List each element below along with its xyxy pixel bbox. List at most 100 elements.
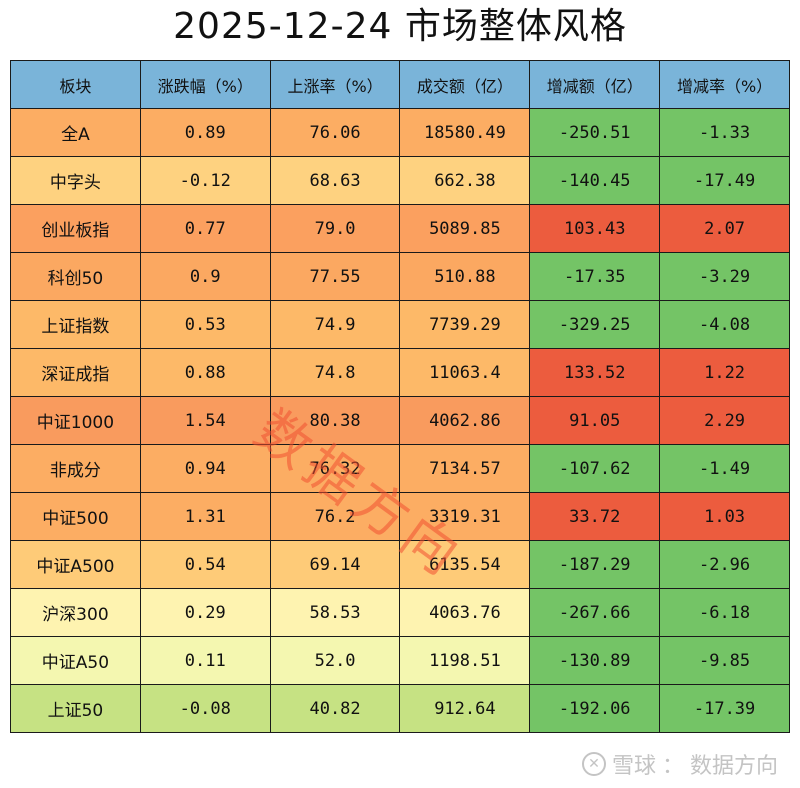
turnover-delta-cell: -130.89 — [529, 636, 661, 685]
sector-name-cell: 全A — [10, 108, 141, 157]
table-row: 深证成指 0.88 74.8 11063.4 133.52 1.22 — [10, 348, 790, 397]
turnover-cell: 662.38 — [399, 156, 531, 205]
sector-name-cell: 深证成指 — [10, 348, 141, 397]
table-header-row: 板块 涨跌幅（%） 上涨率（%） 成交额（亿） 增减额（亿） 增减率（%） — [10, 60, 790, 109]
turnover-delta-rate-cell: -17.39 — [659, 684, 790, 733]
column-header-sector: 板块 — [10, 60, 141, 109]
change-pct-cell: -0.12 — [139, 156, 271, 205]
column-header-rise-ratio: 上涨率（%） — [269, 60, 401, 109]
rise-ratio-cell: 68.63 — [269, 156, 401, 205]
turnover-cell: 912.64 — [399, 684, 531, 733]
turnover-cell: 1198.51 — [399, 636, 531, 685]
sector-name-cell: 沪深300 — [10, 588, 141, 637]
sector-name-cell: 非成分 — [10, 444, 141, 493]
rise-ratio-cell: 76.32 — [269, 444, 401, 493]
turnover-cell: 11063.4 — [399, 348, 531, 397]
turnover-cell: 3319.31 — [399, 492, 531, 541]
sector-name-cell: 中字头 — [10, 156, 141, 205]
turnover-delta-rate-cell: -4.08 — [659, 300, 790, 349]
turnover-delta-rate-cell: 1.03 — [659, 492, 790, 541]
column-header-change-pct: 涨跌幅（%） — [139, 60, 271, 109]
sector-name-cell: 上证指数 — [10, 300, 141, 349]
turnover-cell: 6135.54 — [399, 540, 531, 589]
sector-name-cell: 中证500 — [10, 492, 141, 541]
market-style-table: 板块 涨跌幅（%） 上涨率（%） 成交额（亿） 增减额（亿） 增减率（%） 全A… — [10, 60, 790, 733]
sector-name-cell: 中证1000 — [10, 396, 141, 445]
turnover-cell: 7134.57 — [399, 444, 531, 493]
footer-attribution: ✕ 雪球 ： 数据方向 — [581, 748, 778, 780]
change-pct-cell: 0.77 — [139, 204, 271, 253]
column-header-turnover: 成交额（亿） — [399, 60, 531, 109]
turnover-delta-cell: 133.52 — [529, 348, 661, 397]
change-pct-cell: 1.31 — [139, 492, 271, 541]
sector-name-cell: 上证50 — [10, 684, 141, 733]
table-row: 中证500 1.31 76.2 3319.31 33.72 1.03 — [10, 492, 790, 541]
turnover-delta-cell: 33.72 — [529, 492, 661, 541]
turnover-cell: 18580.49 — [399, 108, 531, 157]
rise-ratio-cell: 69.14 — [269, 540, 401, 589]
table-row: 沪深300 0.29 58.53 4063.76 -267.66 -6.18 — [10, 588, 790, 637]
change-pct-cell: 0.54 — [139, 540, 271, 589]
column-header-turnover-delta-rate: 增减率（%） — [659, 60, 790, 109]
table-row: 上证指数 0.53 74.9 7739.29 -329.25 -4.08 — [10, 300, 790, 349]
xueqiu-logo-icon: ✕ — [581, 752, 606, 776]
table-row: 中字头 -0.12 68.63 662.38 -140.45 -17.49 — [10, 156, 790, 205]
turnover-delta-cell: -107.62 — [529, 444, 661, 493]
rise-ratio-cell: 58.53 — [269, 588, 401, 637]
table-row: 创业板指 0.77 79.0 5089.85 103.43 2.07 — [10, 204, 790, 253]
rise-ratio-cell: 77.55 — [269, 252, 401, 301]
turnover-delta-cell: -140.45 — [529, 156, 661, 205]
change-pct-cell: 0.29 — [139, 588, 271, 637]
rise-ratio-cell: 74.8 — [269, 348, 401, 397]
turnover-cell: 7739.29 — [399, 300, 531, 349]
turnover-delta-cell: -192.06 — [529, 684, 661, 733]
rise-ratio-cell: 80.38 — [269, 396, 401, 445]
change-pct-cell: 0.9 — [139, 252, 271, 301]
table-row: 中证1000 1.54 80.38 4062.86 91.05 2.29 — [10, 396, 790, 445]
rise-ratio-cell: 76.2 — [269, 492, 401, 541]
change-pct-cell: 0.11 — [139, 636, 271, 685]
turnover-delta-rate-cell: -1.33 — [659, 108, 790, 157]
change-pct-cell: -0.08 — [139, 684, 271, 733]
rise-ratio-cell: 79.0 — [269, 204, 401, 253]
table-row: 非成分 0.94 76.32 7134.57 -107.62 -1.49 — [10, 444, 790, 493]
column-header-turnover-delta: 增减额（亿） — [529, 60, 661, 109]
turnover-delta-rate-cell: 2.29 — [659, 396, 790, 445]
rise-ratio-cell: 76.06 — [269, 108, 401, 157]
table-row: 上证50 -0.08 40.82 912.64 -192.06 -17.39 — [10, 684, 790, 733]
change-pct-cell: 0.89 — [139, 108, 271, 157]
turnover-delta-rate-cell: 1.22 — [659, 348, 790, 397]
turnover-delta-rate-cell: -17.49 — [659, 156, 790, 205]
table-row: 科创50 0.9 77.55 510.88 -17.35 -3.29 — [10, 252, 790, 301]
footer-brand: 雪球 — [611, 754, 656, 779]
turnover-delta-cell: 91.05 — [529, 396, 661, 445]
rise-ratio-cell: 74.9 — [269, 300, 401, 349]
sector-name-cell: 科创50 — [10, 252, 141, 301]
change-pct-cell: 0.94 — [139, 444, 271, 493]
turnover-delta-rate-cell: -2.96 — [659, 540, 790, 589]
table-row: 中证A50 0.11 52.0 1198.51 -130.89 -9.85 — [10, 636, 790, 685]
page-title: 2025-12-24 市场整体风格 — [173, 6, 627, 47]
sector-name-cell: 创业板指 — [10, 204, 141, 253]
table-row: 中证A500 0.54 69.14 6135.54 -187.29 -2.96 — [10, 540, 790, 589]
turnover-cell: 510.88 — [399, 252, 531, 301]
rise-ratio-cell: 40.82 — [269, 684, 401, 733]
turnover-delta-cell: -329.25 — [529, 300, 661, 349]
turnover-cell: 5089.85 — [399, 204, 531, 253]
turnover-delta-rate-cell: -3.29 — [659, 252, 790, 301]
footer-author: 数据方向 — [689, 754, 778, 779]
sector-name-cell: 中证A500 — [10, 540, 141, 589]
turnover-delta-cell: -17.35 — [529, 252, 661, 301]
footer-separator: ： — [661, 754, 684, 779]
turnover-delta-cell: -187.29 — [529, 540, 661, 589]
change-pct-cell: 1.54 — [139, 396, 271, 445]
turnover-delta-rate-cell: -1.49 — [659, 444, 790, 493]
turnover-cell: 4062.86 — [399, 396, 531, 445]
turnover-delta-cell: -267.66 — [529, 588, 661, 637]
turnover-delta-rate-cell: -6.18 — [659, 588, 790, 637]
turnover-delta-rate-cell: 2.07 — [659, 204, 790, 253]
rise-ratio-cell: 52.0 — [269, 636, 401, 685]
turnover-cell: 4063.76 — [399, 588, 531, 637]
turnover-delta-cell: 103.43 — [529, 204, 661, 253]
change-pct-cell: 0.53 — [139, 300, 271, 349]
